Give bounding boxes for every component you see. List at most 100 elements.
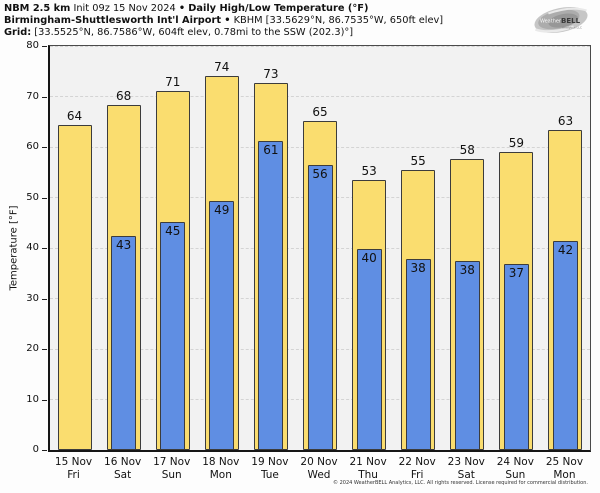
low-value-label: 38 — [459, 262, 475, 277]
low-bar — [405, 259, 431, 450]
y-tick-label: 60 — [26, 141, 39, 152]
separator-dot: • — [224, 15, 231, 27]
weatherbell-swirl-icon: Weather BELL Analytics LLC — [534, 6, 588, 34]
high-value-label: 68 — [115, 89, 132, 104]
header-line-1: NBM 2.5 km Init 09z 15 Nov 2024 • Daily … — [4, 3, 443, 15]
low-bar — [160, 221, 186, 450]
x-tick-label: 20 Nov Wed — [295, 456, 344, 482]
init-time: Init 09z 15 Nov 2024 — [73, 3, 176, 14]
y-tick-mark — [42, 46, 47, 47]
x-tick-weekday: Mon — [553, 469, 576, 481]
y-tick-mark — [42, 96, 47, 98]
x-tick-weekday: Fri — [67, 469, 80, 481]
y-tick-mark — [42, 349, 47, 350]
high-value-label: 63 — [557, 114, 574, 129]
low-value-label: 42 — [557, 242, 574, 257]
x-tick-weekday: Sun — [161, 469, 182, 481]
low-bar — [503, 264, 529, 450]
high-value-label: 74 — [214, 60, 230, 75]
weatherbell-logo: Weather BELL Analytics LLC — [530, 3, 592, 39]
x-tick-weekday: Sat — [457, 469, 475, 481]
copyright-notice: © 2024 WeatherBELL Analytics, LLC. All r… — [333, 480, 588, 486]
y-tick-label: 40 — [26, 242, 39, 253]
x-tick-weekday: Wed — [307, 469, 331, 481]
low-value-label: 45 — [165, 223, 181, 238]
high-value-label: 58 — [459, 142, 475, 157]
y-tick-mark — [42, 248, 47, 249]
plot-area: 64 68 43 71 45 74 49 73 61 65 56 53 40 55 38 58 38 59 37 63… — [48, 45, 591, 452]
y-tick-label: 30 — [26, 292, 39, 304]
high-value-label: 73 — [263, 66, 279, 81]
header-line-3: Grid: [33.5525°N, 86.7586°W, 604ft elev,… — [4, 27, 443, 39]
x-tick-date: 19 Nov — [251, 456, 289, 468]
station-name: Birmingham-Shuttlesworth Int'l Airport — [4, 15, 222, 27]
x-tick-date: 15 Nov — [54, 456, 93, 468]
high-value-label: 71 — [165, 74, 181, 89]
station-details: KBHM [33.5629°N, 86.7535°W, 650ft elev] — [233, 15, 444, 27]
y-tick-mark — [42, 298, 47, 300]
low-value-label: 37 — [508, 266, 524, 281]
y-tick-mark — [42, 147, 47, 148]
x-tick-weekday: Sat — [114, 469, 132, 481]
x-tick-weekday: Sun — [505, 469, 526, 481]
low-value-label: 61 — [263, 142, 279, 157]
x-tick-label: 24 Nov Sun — [491, 456, 540, 482]
low-value-label: 38 — [410, 261, 426, 276]
logo-text-bell: BELL — [561, 17, 581, 25]
x-tick-weekday: Mon — [209, 469, 232, 481]
low-value-label: 40 — [361, 251, 377, 265]
x-tick-weekday: Fri — [410, 469, 424, 481]
high-value-label: 59 — [508, 136, 524, 151]
low-bar — [111, 235, 137, 450]
y-tick-mark — [42, 450, 47, 451]
x-tick-date: 23 Nov — [447, 456, 485, 468]
product-title: Daily High/Low Temperature (°F) — [188, 3, 369, 14]
high-value-label: 55 — [410, 153, 426, 168]
x-tick-date: 25 Nov — [545, 456, 584, 468]
low-value-label: 49 — [214, 202, 230, 217]
high-value-label: 64 — [66, 108, 83, 123]
low-bar — [356, 249, 382, 450]
gridline — [50, 45, 590, 47]
x-tick-label: 19 Nov Tue — [245, 456, 294, 482]
logo-text-weather: Weather — [540, 19, 562, 25]
y-tick-label: 0 — [32, 444, 39, 455]
low-bar — [258, 140, 284, 450]
x-axis: 15 Nov Fri 16 Nov Sat 17 Nov Sun 18 Nov Mon 19 N… — [49, 456, 589, 486]
x-tick-label: 15 Nov Fri — [49, 456, 98, 482]
x-tick-date: 24 Nov — [496, 456, 534, 468]
high-value-label: 53 — [361, 164, 377, 179]
grid-details: [33.5525°N, 86.7586°W, 604ft elev, 0.78m… — [34, 27, 354, 39]
gridline — [50, 96, 590, 97]
chart-header: NBM 2.5 km Init 09z 15 Nov 2024 • Daily … — [4, 3, 443, 40]
low-bar — [209, 200, 235, 450]
low-value-label: 43 — [115, 237, 132, 252]
low-bar — [307, 165, 333, 450]
x-tick-label: 17 Nov Sun — [147, 456, 196, 482]
x-tick-label: 16 Nov Sat — [98, 456, 147, 482]
y-tick-label: 70 — [26, 90, 39, 102]
y-tick-mark — [42, 399, 47, 401]
high-bar — [57, 124, 92, 450]
x-tick-date: 21 Nov — [349, 456, 387, 468]
x-tick-date: 22 Nov — [398, 456, 436, 468]
low-bar — [454, 260, 480, 450]
x-tick-label: 18 Nov Mon — [196, 456, 245, 482]
low-value-label: 56 — [312, 167, 328, 182]
x-tick-date: 18 Nov — [202, 456, 240, 468]
y-axis: 0 10 20 30 40 50 60 70 80 — [0, 40, 48, 455]
x-tick-date: 17 Nov — [153, 456, 191, 468]
x-tick-label: 22 Nov Fri — [393, 456, 442, 482]
x-tick-date: 20 Nov — [300, 456, 338, 468]
high-value-label: 65 — [312, 105, 328, 120]
y-tick-label: 10 — [26, 393, 39, 405]
low-bar — [552, 240, 578, 450]
logo-tagline: Analytics LLC — [562, 26, 582, 30]
y-tick-label: 50 — [26, 191, 39, 203]
y-tick-mark — [42, 197, 47, 199]
y-tick-label: 80 — [26, 40, 39, 51]
y-tick-label: 20 — [26, 343, 39, 354]
x-tick-label: 21 Nov Thu — [344, 456, 393, 482]
x-tick-date: 16 Nov — [104, 456, 142, 468]
